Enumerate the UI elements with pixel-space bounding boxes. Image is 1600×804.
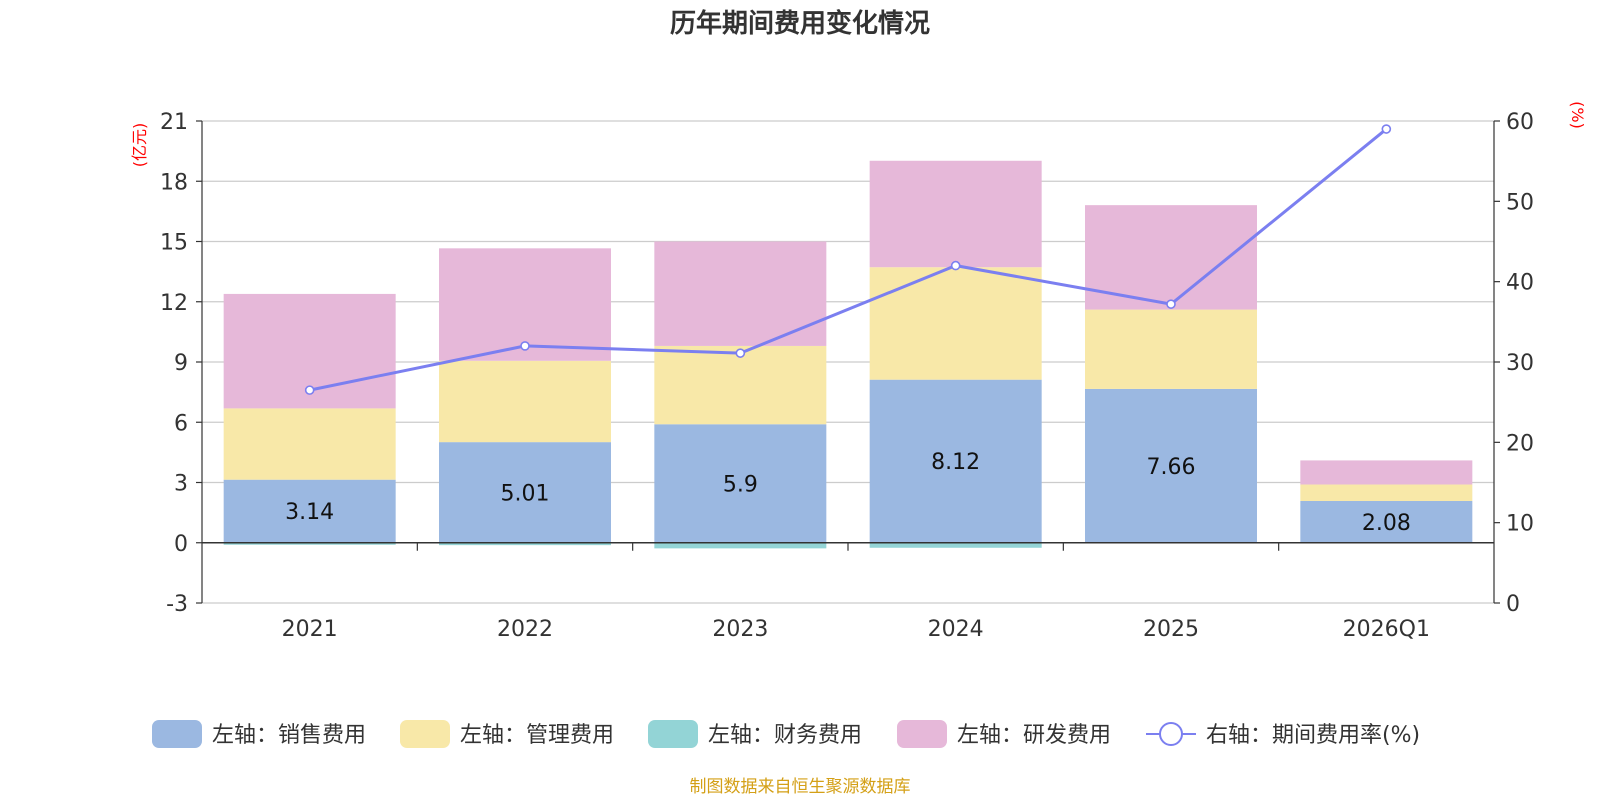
left-tick-label: 0 xyxy=(174,532,188,557)
legend-swatch xyxy=(648,720,698,748)
chart-title: 历年期间费用变化情况 xyxy=(670,8,930,39)
bar-3-2022[interactable] xyxy=(439,542,611,546)
line-layer xyxy=(304,124,1392,395)
bar-1-2024[interactable] xyxy=(869,379,1042,543)
bar-value-label: 3.14 xyxy=(285,500,334,525)
legend-label: 右轴：期间费用率(%) xyxy=(1206,723,1420,748)
left-tick-label: 3 xyxy=(174,472,188,497)
legend-swatch xyxy=(897,720,947,748)
left-tick-label: -3 xyxy=(166,592,188,617)
bar-value-label: 5.01 xyxy=(501,481,550,506)
bar-layer xyxy=(223,160,1473,549)
expense-rate-point[interactable] xyxy=(304,385,315,395)
bar-1-2023[interactable] xyxy=(654,424,827,543)
legend-swatch xyxy=(400,720,450,748)
axes-layer: -3 0 3 6 9 12 15 18 21 0 10 20 30 40 50 60 2021 2022 2023 2… xyxy=(160,110,1534,642)
right-tick-label: 20 xyxy=(1506,431,1534,456)
bar-3-2023[interactable] xyxy=(654,542,827,549)
bar-value-label: 2.08 xyxy=(1362,511,1411,536)
bar-1-2025[interactable] xyxy=(1085,388,1257,543)
bar-value-label: 7.66 xyxy=(1147,455,1196,480)
legend-item-2[interactable]: 左轴：管理费用 xyxy=(400,720,614,748)
bar-2-2025[interactable] xyxy=(1085,309,1257,389)
left-tick-label: 6 xyxy=(174,411,188,436)
left-tick-label: 15 xyxy=(160,231,188,256)
left-tick-label: 21 xyxy=(160,110,188,135)
bar-2-2022[interactable] xyxy=(439,360,611,443)
legend-label: 左轴：销售费用 xyxy=(212,723,366,748)
x-tick-label: 2021 xyxy=(282,617,338,642)
x-tick-label: 2024 xyxy=(928,617,984,642)
legend-label: 左轴：财务费用 xyxy=(708,723,862,748)
legend[interactable]: 左轴：销售费用 左轴：管理费用 左轴：财务费用 左轴：研发费用 右轴：期间费用率(%) xyxy=(152,720,1420,748)
right-tick-label: 50 xyxy=(1506,190,1534,215)
bar-2-2026Q1[interactable] xyxy=(1300,484,1473,501)
legend-marker xyxy=(1159,722,1183,746)
legend-label: 左轴：研发费用 xyxy=(957,723,1111,748)
source-note: 制图数据来自恒生聚源数据库 xyxy=(690,777,911,797)
bar-3-2021[interactable] xyxy=(223,542,396,545)
bar-4-2024[interactable] xyxy=(869,160,1042,268)
bar-value-label: 8.12 xyxy=(931,450,980,475)
legend-item-3[interactable]: 左轴：财务费用 xyxy=(648,720,862,748)
legend-item-4[interactable]: 左轴：研发费用 xyxy=(897,720,1111,748)
legend-item-5[interactable]: 右轴：期间费用率(%) xyxy=(1146,722,1420,748)
bar-3-2024[interactable] xyxy=(869,542,1042,548)
bar-4-2026Q1[interactable] xyxy=(1300,460,1473,485)
right-tick-label: 10 xyxy=(1506,512,1534,537)
gridlines xyxy=(202,120,1494,604)
legend-label: 左轴：管理费用 xyxy=(460,723,614,748)
x-tick-label: 2023 xyxy=(712,617,768,642)
legend-item-1[interactable]: 左轴：销售费用 xyxy=(152,720,366,748)
right-tick-label: 60 xyxy=(1506,110,1534,135)
right-tick-label: 0 xyxy=(1506,592,1520,617)
bar-value-label: 5.9 xyxy=(723,473,758,498)
bar-2-2024[interactable] xyxy=(869,267,1042,380)
bar-1-2021[interactable] xyxy=(223,479,396,543)
bar-2-2023[interactable] xyxy=(654,345,827,425)
expense-rate-point[interactable] xyxy=(1166,299,1176,309)
right-tick-label: 30 xyxy=(1506,351,1534,376)
x-tick-label: 2026Q1 xyxy=(1343,617,1430,642)
left-tick-label: 9 xyxy=(174,351,188,376)
bar-label-layer: 3.14 5.01 5.9 8.12 7.66 2.08 xyxy=(285,450,1411,536)
expense-rate-point[interactable] xyxy=(520,341,530,351)
right-axis-unit: (%) xyxy=(1568,101,1587,129)
expense-rate-point[interactable] xyxy=(950,260,961,271)
bar-1-2026Q1[interactable] xyxy=(1300,500,1473,543)
left-tick-label: 18 xyxy=(160,170,188,195)
x-tick-label: 2025 xyxy=(1143,617,1199,642)
right-tick-label: 40 xyxy=(1506,271,1534,296)
legend-swatch xyxy=(152,720,202,748)
left-tick-label: 12 xyxy=(160,291,188,316)
bar-2-2021[interactable] xyxy=(223,408,396,480)
expense-rate-point[interactable] xyxy=(1381,124,1392,134)
x-tick-label: 2022 xyxy=(497,617,553,642)
expense-rate-point[interactable] xyxy=(735,348,746,358)
left-axis-unit: (亿元) xyxy=(130,123,149,168)
bar-1-2022[interactable] xyxy=(439,442,611,543)
expense-rate-line xyxy=(309,127,1388,392)
